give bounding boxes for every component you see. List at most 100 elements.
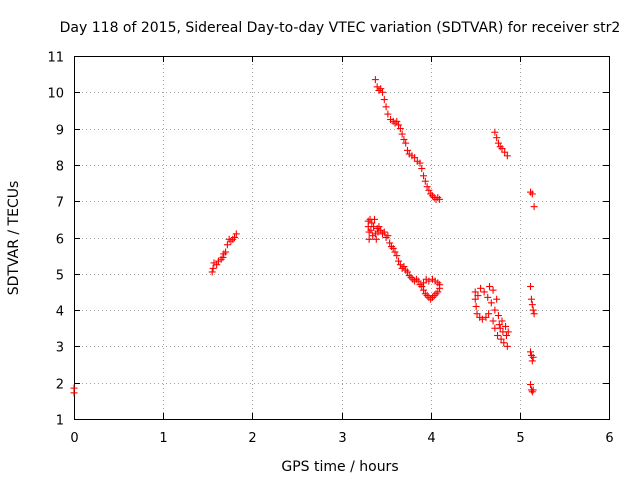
data-point bbox=[489, 317, 497, 325]
data-point bbox=[400, 263, 408, 271]
data-point bbox=[382, 103, 390, 111]
data-point bbox=[528, 190, 536, 198]
data-point bbox=[527, 348, 535, 356]
data-point bbox=[371, 76, 379, 84]
data-point bbox=[421, 177, 429, 185]
data-point bbox=[386, 239, 394, 247]
data-point bbox=[473, 310, 481, 318]
data-point bbox=[396, 261, 404, 269]
data-point bbox=[482, 313, 490, 321]
data-point bbox=[494, 139, 502, 147]
data-point bbox=[529, 386, 537, 394]
data-point bbox=[373, 83, 381, 91]
data-point bbox=[423, 183, 431, 191]
data-point bbox=[375, 223, 383, 231]
data-point bbox=[423, 292, 431, 300]
data-point bbox=[389, 244, 397, 252]
data-point bbox=[472, 302, 480, 310]
data-point bbox=[365, 235, 373, 243]
data-point bbox=[503, 342, 511, 350]
grid bbox=[74, 56, 609, 419]
data-point bbox=[391, 119, 399, 127]
data-point bbox=[498, 145, 506, 153]
data-point bbox=[368, 219, 376, 227]
data-point bbox=[391, 248, 399, 256]
data-point bbox=[232, 230, 240, 238]
data-point bbox=[382, 234, 390, 241]
data-point bbox=[420, 286, 428, 294]
data-point bbox=[420, 279, 428, 287]
y-tick-label: 4 bbox=[56, 305, 64, 320]
data-point bbox=[471, 295, 479, 303]
data-point bbox=[395, 257, 403, 265]
data-point bbox=[501, 148, 509, 156]
data-point bbox=[412, 275, 420, 283]
data-point bbox=[484, 293, 492, 301]
data-point bbox=[502, 322, 510, 330]
data-point bbox=[373, 224, 381, 232]
data-points bbox=[70, 76, 538, 397]
data-point bbox=[527, 295, 535, 303]
data-point bbox=[219, 253, 227, 261]
data-point bbox=[395, 121, 403, 129]
data-point bbox=[527, 188, 535, 196]
data-point bbox=[377, 226, 385, 234]
data-point bbox=[402, 266, 410, 274]
data-point bbox=[529, 353, 537, 361]
data-point bbox=[491, 306, 499, 314]
data-point bbox=[393, 252, 401, 260]
data-point bbox=[375, 86, 383, 94]
data-point bbox=[400, 135, 408, 143]
data-point bbox=[420, 172, 428, 180]
data-point bbox=[502, 332, 510, 340]
data-point bbox=[487, 299, 495, 307]
data-point bbox=[393, 117, 401, 125]
data-point bbox=[370, 215, 378, 223]
data-point bbox=[477, 284, 485, 292]
x-tick-label: 4 bbox=[427, 431, 435, 446]
data-point bbox=[398, 264, 406, 272]
x-tick-label: 5 bbox=[516, 431, 524, 446]
data-point bbox=[421, 290, 429, 298]
y-tick-label: 9 bbox=[56, 124, 64, 139]
data-point bbox=[416, 281, 424, 289]
data-point bbox=[379, 88, 387, 96]
data-point bbox=[436, 195, 444, 203]
data-point bbox=[428, 192, 436, 200]
data-point bbox=[529, 306, 537, 314]
data-point bbox=[500, 339, 508, 347]
data-point bbox=[222, 248, 230, 256]
data-point bbox=[434, 288, 442, 296]
data-point bbox=[70, 384, 78, 392]
data-point bbox=[380, 96, 388, 104]
data-point bbox=[411, 154, 419, 162]
chart-title: Day 118 of 2015, Sidereal Day-to-day VTE… bbox=[60, 20, 621, 36]
data-point bbox=[530, 203, 538, 211]
data-point bbox=[434, 194, 442, 202]
data-point bbox=[436, 281, 444, 289]
y-tick-label: 1 bbox=[56, 414, 64, 429]
data-point bbox=[528, 388, 536, 396]
data-point bbox=[418, 283, 426, 291]
data-point bbox=[213, 261, 221, 269]
x-tick-label: 3 bbox=[338, 431, 346, 446]
data-point bbox=[403, 146, 411, 154]
data-point bbox=[223, 241, 231, 249]
data-point bbox=[504, 328, 512, 336]
data-point bbox=[209, 264, 217, 272]
data-point bbox=[495, 321, 503, 329]
data-point bbox=[427, 295, 435, 303]
data-point bbox=[491, 128, 499, 136]
data-point bbox=[422, 275, 430, 283]
data-point bbox=[486, 283, 494, 291]
y-tick-label: 3 bbox=[56, 341, 64, 356]
data-point bbox=[416, 159, 424, 167]
data-point bbox=[493, 295, 501, 303]
data-point bbox=[402, 139, 410, 147]
data-point bbox=[396, 125, 404, 133]
data-point bbox=[528, 357, 536, 365]
data-point bbox=[379, 230, 387, 238]
x-tick-label: 1 bbox=[159, 431, 167, 446]
data-point bbox=[384, 232, 392, 240]
